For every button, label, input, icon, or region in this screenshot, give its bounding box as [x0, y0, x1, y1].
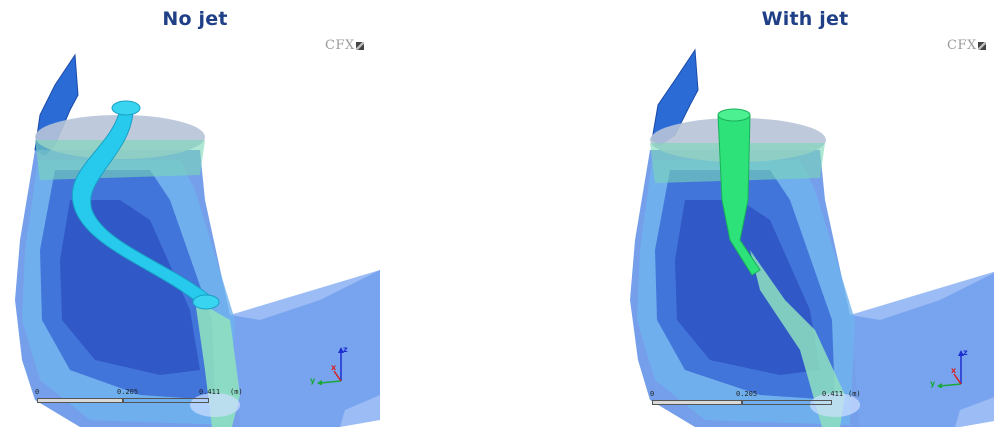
cfd-render-no-jet [15, 53, 380, 427]
jet-column [717, 114, 761, 276]
logo-icon [355, 41, 364, 50]
contour-inner [675, 200, 820, 375]
scale-unit: (m) [848, 390, 861, 398]
scale-unit: (m) [230, 388, 243, 396]
vortex-bottom [192, 294, 220, 310]
highlight [190, 393, 240, 417]
scale-tick: 0 [35, 388, 40, 396]
axis-triad: z y x [928, 348, 973, 389]
cfx-logo: CFX [947, 38, 986, 53]
scale-segment [652, 400, 742, 405]
scale-segment [123, 398, 209, 403]
scale-segment [37, 398, 123, 403]
panel-title: With jet [761, 8, 849, 30]
scale-tick: 0.205 [736, 390, 758, 398]
draft-tube-bend [850, 271, 994, 427]
highlight [810, 393, 860, 417]
panel-title: No jet [162, 8, 228, 30]
scale-segment [742, 400, 832, 405]
axis-triad-icon [937, 350, 964, 389]
inlet-cone [35, 140, 205, 180]
axis-triad-icon [317, 347, 344, 386]
cfd-render-with-jet [630, 48, 994, 427]
contour-band-green [750, 250, 845, 427]
axis-triad: z y x [308, 345, 353, 386]
panel-with-jet: With jet CFX z y x 0 0.205 0.411 ( [610, 0, 994, 427]
draft-tube-bend [230, 270, 380, 427]
panel-no-jet: No jet CFX z y x [0, 0, 390, 427]
scale-tick: 0.411 [822, 390, 844, 398]
scale-tick: 0.205 [117, 388, 139, 396]
scale-tick: 0 [650, 390, 655, 398]
jet-top [717, 108, 751, 122]
vortex-top [111, 100, 141, 116]
scale-tick: 0.411 [199, 388, 221, 396]
logo-icon [977, 41, 986, 50]
scale-bar: 0 0.205 0.411 (m) [650, 390, 861, 410]
cfx-logo: CFX [325, 38, 364, 53]
contour-inner [60, 200, 200, 375]
scale-bar: 0 0.205 0.411 (m) [35, 388, 243, 408]
